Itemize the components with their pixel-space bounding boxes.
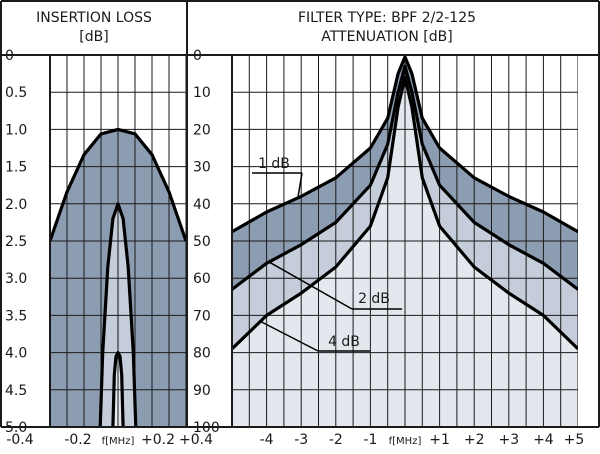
y-tick-label: 2.0 <box>5 197 27 213</box>
y-tick-label: 50 <box>193 234 211 250</box>
chart-frame <box>0 0 600 428</box>
annotation-label: 1 dB <box>258 156 290 172</box>
y-tick-label: 40 <box>193 197 211 213</box>
attenuation-plot <box>232 55 578 427</box>
x-axis-label: f[MHz] <box>102 436 135 447</box>
y-tick-label: 2.5 <box>5 234 27 250</box>
curve-4-db <box>111 351 125 427</box>
insertion-loss-x-ticks: -0.4 -0.2 f[MHz] +0.2 +0.4 <box>6 432 213 448</box>
y-tick-label: 0.5 <box>5 85 27 101</box>
y-tick-label: 60 <box>193 271 211 287</box>
y-tick-label: 3.5 <box>5 308 27 324</box>
curve-2-db <box>98 202 138 427</box>
curve-2-db <box>232 64 578 291</box>
x-tick-label: -0.2 <box>64 432 91 448</box>
x-tick-label: +3 <box>498 432 519 448</box>
y-tick-label: 30 <box>193 160 211 176</box>
left-header-line1: INSERTION LOSS <box>36 10 152 26</box>
y-tick-label: 4.0 <box>5 346 27 362</box>
x-tick-label: +1 <box>429 432 450 448</box>
x-axis-label: f[MHz] <box>389 436 422 447</box>
x-tick-label: -3 <box>294 432 308 448</box>
y-tick-label: 1.0 <box>5 122 27 138</box>
annotation-leader <box>297 172 303 199</box>
y-tick-label: 4.5 <box>5 383 27 399</box>
y-tick-label: 70 <box>193 308 211 324</box>
y-tick-label: 90 <box>193 383 211 399</box>
annotation-label: 4 dB <box>328 334 360 350</box>
annotation-leader <box>269 261 353 310</box>
curve-1-db <box>232 55 578 234</box>
attenuation-x-ticks: -4 -3 -2 -1 f[MHz] +1 +2 +3 +4 +5 <box>260 432 585 448</box>
x-tick-label: -0.4 <box>6 432 33 448</box>
y-tick-label: 20 <box>193 122 211 138</box>
insertion-loss-y-ticks: 00.51.01.52.02.53.03.54.04.55.0 <box>5 48 27 436</box>
attenuation-y-ticks: 0102030405060708090100 <box>193 48 220 436</box>
y-tick-label: 1.5 <box>5 160 27 176</box>
x-tick-label: +4 <box>533 432 554 448</box>
right-header-line1: FILTER TYPE: BPF 2/2-125 <box>298 10 476 26</box>
annotation-label: 2 dB <box>358 291 390 307</box>
insertion-loss-plot <box>50 55 186 427</box>
right-header-line2: ATTENUATION [dB] <box>321 29 452 45</box>
x-tick-label: +0.4 <box>179 432 213 448</box>
x-tick-label: +0.2 <box>141 432 175 448</box>
left-header-line2: [dB] <box>79 29 108 45</box>
x-tick-label: -2 <box>329 432 343 448</box>
x-tick-label: -4 <box>260 432 274 448</box>
curve-annotations: 1 dB 2 dB 4 dB <box>252 156 402 352</box>
y-tick-label: 10 <box>193 85 211 101</box>
curve-4-db <box>232 75 578 351</box>
x-tick-label: -1 <box>363 432 377 448</box>
annotation-leader <box>259 320 319 352</box>
x-tick-label: +5 <box>564 432 585 448</box>
curve-1-db <box>50 127 186 242</box>
x-tick-label: +2 <box>464 432 485 448</box>
y-tick-label: 3.0 <box>5 271 27 287</box>
y-tick-label: 80 <box>193 346 211 362</box>
